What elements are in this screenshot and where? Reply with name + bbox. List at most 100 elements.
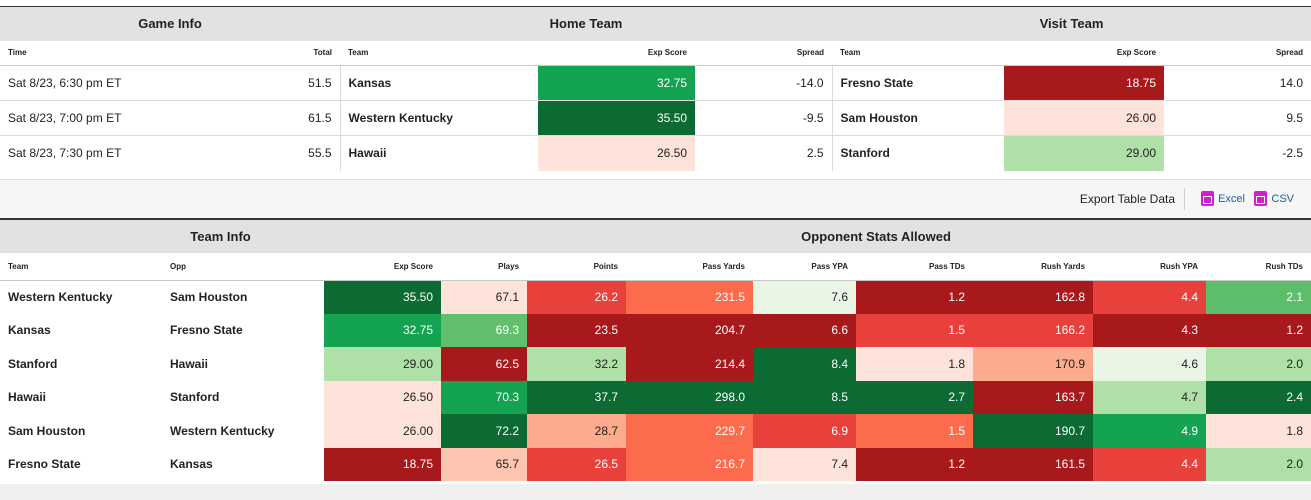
col-exp-score[interactable]: Exp Score (324, 253, 442, 281)
visit-team-link[interactable]: Fresno State (831, 65, 1005, 101)
export-csv-label: CSV (1271, 192, 1294, 205)
col-rush-yards[interactable]: Rush Yards (973, 253, 1094, 281)
visit-team-link[interactable]: Stanford (831, 135, 1005, 171)
rush-yards-cell: 166.2 (973, 313, 1094, 347)
points-cell: 28.7 (527, 414, 627, 448)
pass-tds-cell: 1.8 (856, 347, 974, 381)
home-spread: -9.5 (695, 100, 833, 136)
col-time-total: Time Total (0, 40, 340, 66)
home-team-link[interactable]: Hawaii (339, 135, 538, 171)
export-divider (1184, 188, 1185, 210)
team-link[interactable]: Fresno State (8, 457, 81, 472)
visit-team-link[interactable]: Sam Houston (831, 100, 1005, 136)
col-home-exp[interactable]: Exp Score (538, 40, 695, 66)
rush-tds-cell: 2.4 (1206, 380, 1311, 414)
rush-tds-cell: 1.2 (1206, 313, 1311, 347)
home-team-link[interactable]: Western Kentucky (339, 100, 538, 136)
opp-link[interactable]: Kansas (170, 457, 213, 472)
rush-ypa-cell: 4.3 (1093, 313, 1207, 347)
export-excel-button[interactable]: Excel (1201, 191, 1245, 206)
col-plays[interactable]: Plays (441, 253, 528, 281)
stats-row: Stanford Hawaii 29.00 62.5 32.2 214.4 8.… (0, 347, 1311, 381)
opp-link[interactable]: Fresno State (170, 323, 243, 338)
csv-file-icon (1254, 191, 1268, 206)
team-link[interactable]: Hawaii (8, 390, 47, 405)
team-link[interactable]: Kansas (8, 323, 51, 338)
excel-file-icon (1201, 191, 1215, 206)
pass-yards-cell: 214.4 (626, 347, 754, 381)
rush-tds-cell: 2.1 (1206, 280, 1311, 314)
col-team[interactable]: Team (0, 253, 162, 281)
game-row: Sat 8/23, 7:00 pm ET 61.5 Western Kentuc… (0, 100, 1311, 136)
plays-cell: 72.2 (441, 414, 528, 448)
opp-link[interactable]: Stanford (170, 390, 220, 405)
export-table-data-label: Export Table Data (1079, 192, 1175, 206)
opp-link[interactable]: Hawaii (170, 356, 209, 371)
col-opp[interactable]: Opp (162, 253, 324, 281)
game-time: Sat 8/23, 7:00 pm ET (8, 111, 122, 125)
opp-link[interactable]: Western Kentucky (170, 423, 275, 438)
points-cell: 26.5 (527, 447, 627, 481)
group-home-team: Home Team (340, 6, 833, 41)
col-home-team[interactable]: Team (340, 40, 538, 66)
team-link[interactable]: Stanford (8, 356, 58, 371)
group-team-info: Team Info (0, 219, 442, 253)
col-pass-tds[interactable]: Pass TDs (856, 253, 974, 281)
rush-ypa-cell: 4.7 (1093, 380, 1207, 414)
opp-link[interactable]: Sam Houston (170, 290, 248, 304)
pass-ypa-cell: 8.4 (753, 347, 857, 381)
col-rush-tds[interactable]: Rush TDs (1206, 253, 1311, 281)
exp-score-cell: 32.75 (324, 313, 442, 347)
visit-spread: -2.5 (1164, 135, 1311, 171)
group-opponent-stats: Opponent Stats Allowed (441, 219, 1311, 253)
col-home-spread[interactable]: Spread (695, 40, 833, 66)
team-link[interactable]: Western Kentucky (8, 290, 113, 304)
col-visit-team[interactable]: Team (832, 40, 1005, 66)
col-rush-ypa[interactable]: Rush YPA (1093, 253, 1207, 281)
footer-strip (0, 484, 1311, 500)
exp-score-cell: 35.50 (324, 280, 442, 314)
plays-cell: 62.5 (441, 347, 528, 381)
pass-tds-cell: 1.2 (856, 280, 974, 314)
pass-tds-cell: 1.5 (856, 414, 974, 448)
home-exp-score: 35.50 (538, 100, 695, 136)
home-spread: 2.5 (695, 135, 833, 171)
pass-ypa-cell: 6.6 (753, 313, 857, 347)
team-link[interactable]: Sam Houston (8, 423, 86, 438)
home-exp-score: 26.50 (538, 135, 695, 171)
visit-spread: 14.0 (1279, 76, 1304, 90)
col-visit-exp[interactable]: Exp Score (1004, 40, 1165, 66)
exp-score-cell: 18.75 (324, 447, 442, 481)
rush-tds-cell: 1.8 (1206, 414, 1311, 448)
rush-ypa-cell: 4.9 (1093, 414, 1207, 448)
plays-cell: 65.7 (441, 447, 528, 481)
rush-yards-cell: 161.5 (973, 447, 1094, 481)
points-cell: 23.5 (527, 313, 627, 347)
game-total: 51.5 (308, 76, 332, 90)
rush-ypa-cell: 4.6 (1093, 347, 1207, 381)
rush-yards-cell: 170.9 (973, 347, 1094, 381)
time-total-cell: Sat 8/23, 7:30 pm ET 55.5 (0, 135, 340, 171)
col-total[interactable]: Total (313, 48, 332, 58)
game-time: Sat 8/23, 6:30 pm ET (8, 76, 122, 90)
col-time[interactable]: Time (8, 48, 27, 58)
pass-ypa-cell: 7.4 (753, 447, 857, 481)
rush-yards-cell: 190.7 (973, 414, 1094, 448)
group-visit-team: Visit Team (832, 6, 1311, 41)
stats-row: Kansas Fresno State 32.75 69.3 23.5 204.… (0, 313, 1311, 347)
col-pass-yards[interactable]: Pass Yards (626, 253, 754, 281)
col-visit-spread[interactable]: Spread (1164, 40, 1311, 66)
export-csv-button[interactable]: CSV (1254, 191, 1294, 206)
pass-ypa-cell: 7.6 (753, 280, 857, 314)
col-pass-ypa[interactable]: Pass YPA (753, 253, 857, 281)
rush-tds-cell: 2.0 (1206, 347, 1311, 381)
home-team-link[interactable]: Kansas (339, 65, 538, 101)
games-table: Game Info Home Team Visit Team Time Tota… (0, 6, 1311, 171)
points-cell: 26.2 (527, 280, 627, 314)
col-points[interactable]: Points (527, 253, 627, 281)
pass-yards-cell: 298.0 (626, 380, 754, 414)
points-cell: 37.7 (527, 380, 627, 414)
rush-yards-cell: 163.7 (973, 380, 1094, 414)
rush-ypa-cell: 4.4 (1093, 280, 1207, 314)
opponent-stats-table: Team Info Opponent Stats Allowed Team Op… (0, 218, 1311, 481)
